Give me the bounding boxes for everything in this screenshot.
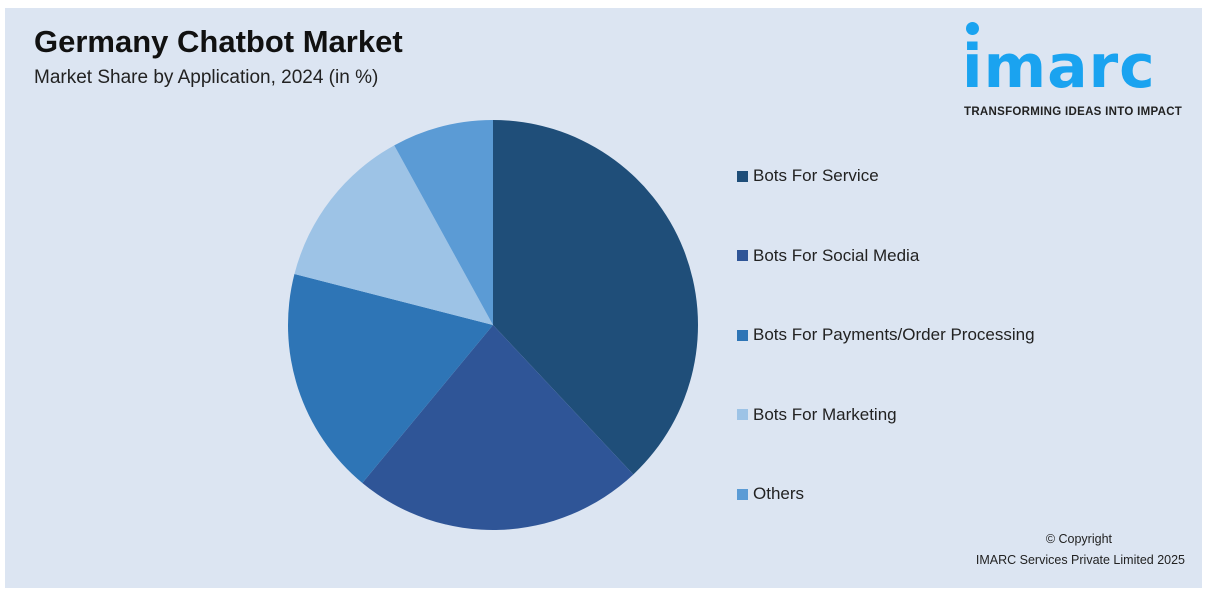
legend-label: Bots For Marketing — [753, 404, 897, 424]
legend-swatch — [737, 250, 748, 261]
imarc-logo: imarc TRANSFORMING IDEAS INTO IMPACT — [960, 18, 1200, 118]
legend-swatch — [737, 329, 748, 341]
legend-label: Bots For Service — [753, 166, 879, 185]
chart-title: Germany Chatbot Market — [34, 24, 403, 59]
legend-item: Bots For Payments/Order Processing — [737, 325, 1035, 345]
logo-wordmark: imarc — [962, 32, 1156, 102]
legend-item: Others — [737, 484, 804, 504]
logo-dot-icon — [966, 22, 979, 35]
legend-item: Bots For Social Media — [737, 246, 919, 266]
legend-item: Bots For Service — [737, 166, 879, 186]
legend-label: Others — [753, 484, 805, 503]
pie-slice-bots-for-marketing — [294, 145, 493, 325]
pie-slice-bots-for-social-media — [362, 325, 634, 530]
chart-subtitle: Market Share by Application, 2024 (in %) — [34, 67, 379, 88]
legend-swatch — [737, 488, 748, 500]
copyright-text: © Copyright — [1045, 532, 1112, 546]
pie-slice-bots-for-payments-order-processing — [288, 274, 493, 483]
legend-swatch — [737, 409, 748, 420]
legend-label: Bots For Payments/Order Processing — [753, 325, 1035, 344]
logo-tagline: TRANSFORMING IDEAS INTO IMPACT — [964, 106, 1183, 118]
legend-item: Bots For Marketing — [737, 405, 897, 425]
legend-label: Bots For Social Media — [753, 245, 920, 265]
pie-slice-others — [394, 120, 493, 325]
legend-swatch — [737, 170, 748, 182]
company-text: IMARC Services Private Limited 2025 — [975, 553, 1185, 567]
pie-slice-bots-for-service — [493, 120, 699, 475]
